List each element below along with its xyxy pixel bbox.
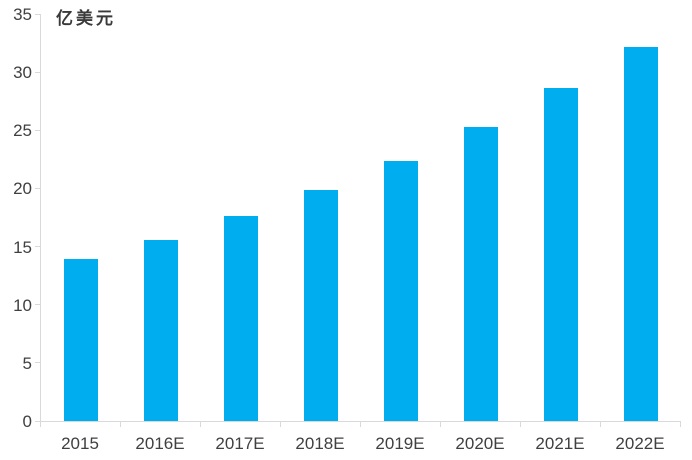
x-tick-label-2021E: 2021E: [535, 434, 585, 453]
x-tick-mark: [680, 422, 681, 427]
y-tick-mark: [35, 304, 40, 306]
plot-area: [40, 14, 681, 422]
y-tick-label: 5: [22, 353, 32, 373]
x-tick-label-2019E: 2019E: [375, 434, 425, 453]
y-tick-label: 0: [22, 412, 32, 431]
bar-2015: [64, 259, 98, 421]
bar-2019E: [384, 160, 418, 421]
y-tick-mark: [35, 246, 40, 248]
y-tick-label: 25: [13, 121, 32, 141]
x-tick-label-2022E: 2022E: [615, 434, 665, 453]
x-tick-label-2016E: 2016E: [135, 434, 185, 453]
y-tick-mark: [35, 187, 40, 189]
x-tick-label-2017E: 2017E: [215, 434, 265, 453]
bar-2016E: [144, 239, 178, 421]
x-tick-mark: [120, 422, 121, 427]
y-tick-mark: [35, 13, 40, 15]
bar-2022E: [624, 46, 658, 421]
x-tick-label-2020E: 2020E: [455, 434, 505, 453]
bar-2020E: [464, 126, 498, 421]
y-tick-mark: [35, 129, 40, 131]
x-tick-mark: [40, 422, 41, 427]
x-tick-label-2015: 2015: [61, 434, 99, 453]
y-tick-label: 35: [13, 5, 32, 24]
y-axis-title: 亿美元: [56, 9, 116, 28]
x-tick-mark: [520, 422, 521, 427]
y-tick-mark: [35, 71, 40, 73]
x-tick-mark: [360, 422, 361, 427]
y-tick-label: 10: [13, 295, 32, 315]
y-tick-label: 20: [13, 179, 32, 199]
bar-2021E: [544, 88, 578, 421]
bar-2018E: [304, 189, 338, 421]
y-tick-label: 30: [13, 63, 32, 83]
y-tick-label: 15: [13, 237, 32, 257]
y-tick-mark: [35, 362, 40, 364]
x-tick-mark: [600, 422, 601, 427]
y-tick-mark: [35, 420, 40, 422]
x-tick-mark: [440, 422, 441, 427]
x-tick-mark: [200, 422, 201, 427]
x-tick-mark: [280, 422, 281, 427]
x-tick-label-2018E: 2018E: [295, 434, 345, 453]
bar-2017E: [224, 216, 258, 421]
